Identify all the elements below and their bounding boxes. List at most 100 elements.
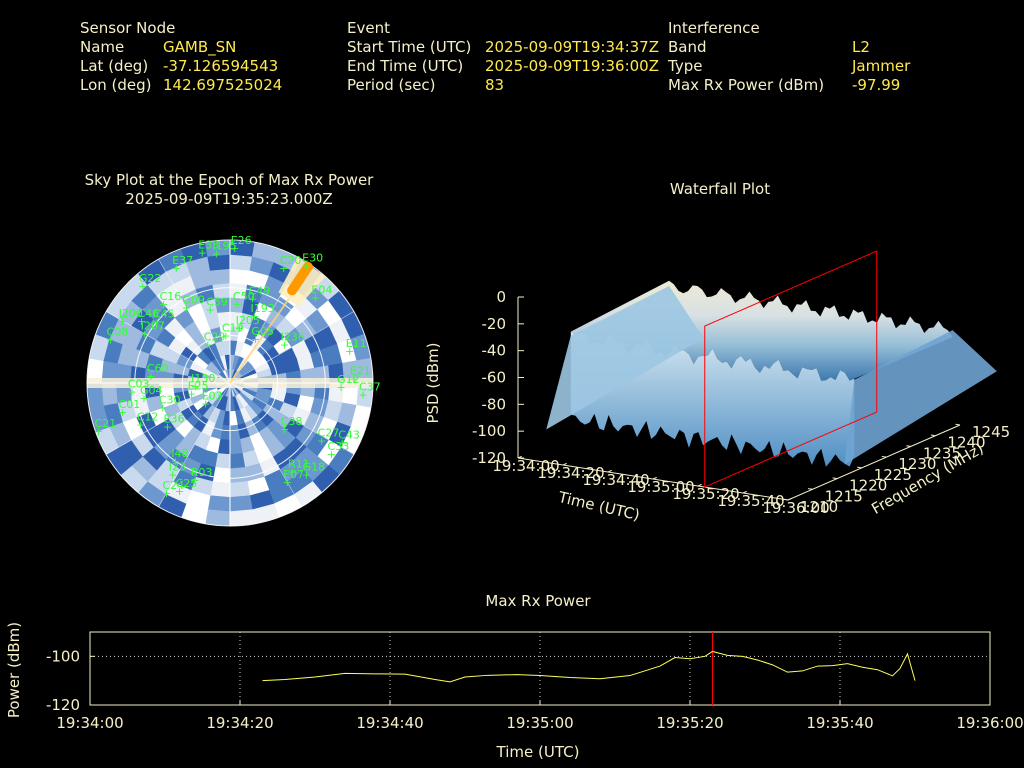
satellite-I48: +I48 bbox=[171, 447, 189, 468]
satellite-marker: + bbox=[349, 373, 358, 386]
satellite-label: E21 bbox=[350, 365, 371, 378]
max-power-x-tick: 19:35:00 bbox=[506, 714, 573, 732]
satellite-marker: + bbox=[338, 437, 347, 450]
interference-band-value: L2 bbox=[852, 38, 870, 56]
satellite-R03: +R03 bbox=[190, 466, 212, 487]
waterfall-x-tick: 19:34:40 bbox=[582, 471, 649, 489]
satellite-label: E26 bbox=[231, 234, 252, 247]
sky-heatmap bbox=[87, 240, 373, 526]
interference-type-value: Jammer bbox=[852, 57, 911, 75]
satellite-label: C20 bbox=[280, 254, 302, 267]
satellite-marker: + bbox=[182, 301, 191, 314]
satellite-E26: +E26 bbox=[230, 234, 252, 255]
waterfall-y-tick: 1245 bbox=[972, 423, 1010, 441]
satellite-label: I195 bbox=[212, 239, 236, 252]
event-start-label: Start Time (UTC) bbox=[347, 38, 472, 56]
waterfall-ticks: 0-20-40-60-80-100-12019:34:0019:34:2019:… bbox=[472, 288, 1010, 517]
satellite-E36: +E36 bbox=[163, 413, 185, 434]
satellite-E04: +E04 bbox=[311, 284, 333, 305]
max-power-y-tick: -100 bbox=[46, 647, 80, 665]
waterfall-marker-plane bbox=[704, 250, 878, 488]
max-power-x-tick: 19:34:20 bbox=[206, 714, 273, 732]
waterfall-right bbox=[844, 330, 997, 465]
satellite-label: C33 bbox=[328, 440, 350, 453]
waterfall-x-tick: 19:34:20 bbox=[537, 464, 604, 482]
satellite-marker: + bbox=[137, 315, 146, 328]
satellite-label: E25 bbox=[188, 379, 209, 392]
max-power-x-tick: 19:35:40 bbox=[806, 714, 873, 732]
interference-type-label: Type bbox=[668, 57, 703, 75]
waterfall-left bbox=[546, 286, 704, 430]
max-power-line bbox=[262, 650, 916, 683]
interference-power-value: -97.99 bbox=[852, 76, 901, 94]
satellite-label: E33 bbox=[198, 238, 219, 251]
satellite-marker: + bbox=[118, 315, 127, 328]
satellite-label: E07 bbox=[283, 468, 304, 481]
satellite-marker: + bbox=[159, 298, 168, 311]
satellite-C24: +C24 bbox=[162, 479, 184, 500]
event-heading: Event bbox=[347, 19, 390, 37]
satellite-marker: + bbox=[171, 455, 180, 468]
satellite-marker: + bbox=[172, 262, 181, 275]
interference-heading: Interference bbox=[668, 19, 760, 37]
max-power-series bbox=[262, 632, 916, 705]
satellite-C37: +C37 bbox=[358, 381, 380, 402]
satellite-marker: + bbox=[94, 425, 103, 438]
satellite-I200: +I200 bbox=[118, 307, 143, 328]
satellite-marker: + bbox=[106, 334, 115, 347]
satellite-label: I200 bbox=[119, 307, 143, 320]
waterfall-z-tick: -120 bbox=[472, 449, 506, 467]
satellite-marker: + bbox=[230, 242, 239, 255]
satellite-marker: + bbox=[118, 406, 127, 419]
waterfall-x-tick: 19:35:40 bbox=[717, 492, 784, 510]
waterfall-y-tick: 1240 bbox=[947, 434, 985, 452]
satellite-marker: + bbox=[138, 280, 147, 293]
waterfall-y-tick: 1220 bbox=[849, 477, 887, 495]
satellite-marker: + bbox=[337, 381, 346, 394]
sensor-lon-label: Lon (deg) bbox=[80, 76, 152, 94]
waterfall-y-tick: 1235 bbox=[923, 444, 961, 462]
satellite-C01: +C01 bbox=[118, 398, 140, 419]
satellite-label: I207 bbox=[141, 320, 165, 333]
waterfall-surface bbox=[546, 280, 997, 467]
sensor-lat-label: Lat (deg) bbox=[80, 57, 149, 75]
satellite-marker: + bbox=[146, 370, 155, 383]
satellite-label: C38 bbox=[281, 415, 303, 428]
satellite-C21: +C21 bbox=[94, 417, 116, 438]
sky-plot-title: Sky Plot at the Epoch of Max Rx Power bbox=[84, 171, 374, 189]
satellite-G05: +G05 bbox=[251, 325, 274, 346]
waterfall-z-tick: -80 bbox=[482, 395, 507, 413]
satellite-E03: +E03 bbox=[201, 389, 223, 410]
sky-plot-subtitle: 2025-09-09T19:35:23.000Z bbox=[125, 190, 333, 208]
satellite-label: G12 bbox=[337, 373, 360, 386]
satellite-label: C29 bbox=[204, 330, 226, 343]
satellite-C08: +C08 bbox=[106, 326, 128, 347]
waterfall-z-tick: 0 bbox=[496, 288, 506, 306]
satellite-label: C43 bbox=[338, 429, 360, 442]
event-start-value: 2025-09-09T19:34:37Z bbox=[485, 38, 659, 56]
satellite-marker: + bbox=[280, 423, 289, 436]
satellite-marker: + bbox=[287, 466, 296, 479]
waterfall-z-tick: -40 bbox=[482, 342, 507, 360]
satellite-label: R11 bbox=[288, 458, 310, 471]
satellite-label: G18 bbox=[303, 460, 326, 473]
waterfall-y-tick: 1225 bbox=[874, 466, 912, 484]
satellite-label: I130 bbox=[191, 372, 215, 385]
satellite-label: I205 bbox=[236, 314, 260, 327]
satellite-E21: +E21 bbox=[349, 365, 371, 386]
satellite-label: C01 bbox=[119, 398, 141, 411]
satellite-C19: +C19 bbox=[221, 322, 243, 343]
satellite-label: C08 bbox=[107, 326, 129, 339]
satellite-C20: +C20 bbox=[279, 254, 301, 275]
sensor-lat-value: -37.126594543 bbox=[163, 57, 279, 75]
satellite-label: C49 bbox=[249, 285, 271, 298]
satellite-marker: + bbox=[212, 247, 221, 260]
satellite-C59: +C59 bbox=[206, 295, 228, 316]
satellite-marker: + bbox=[283, 476, 292, 489]
satellite-E25: +E25 bbox=[187, 379, 209, 400]
satellite-marker: + bbox=[345, 345, 354, 358]
max-power-x-tick: 19:34:00 bbox=[56, 714, 123, 732]
satellite-label: R03 bbox=[191, 466, 213, 479]
satellite-C33: +C33 bbox=[327, 440, 349, 461]
